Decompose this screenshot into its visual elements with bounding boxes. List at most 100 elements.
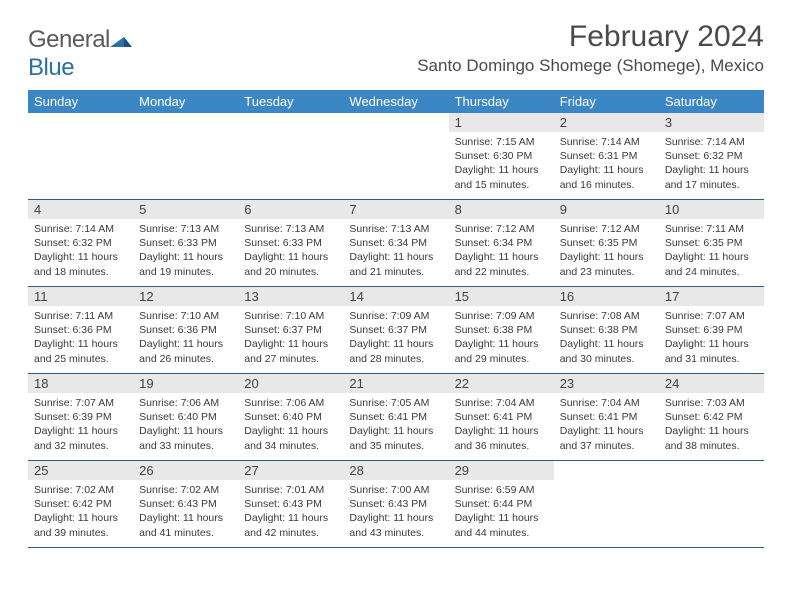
- day-number: 27: [238, 461, 343, 480]
- calendar-day: .: [238, 113, 343, 199]
- month-title: February 2024: [417, 20, 764, 54]
- day-details: Sunrise: 7:14 AMSunset: 6:32 PMDaylight:…: [659, 132, 764, 198]
- calendar-day: 3Sunrise: 7:14 AMSunset: 6:32 PMDaylight…: [659, 113, 764, 199]
- sunset-text: Sunset: 6:40 PM: [139, 410, 232, 424]
- sunset-text: Sunset: 6:43 PM: [139, 497, 232, 511]
- sunset-text: Sunset: 6:36 PM: [34, 323, 127, 337]
- daylight-text: Daylight: 11 hours and 38 minutes.: [665, 424, 758, 452]
- calendar-week: ....1Sunrise: 7:15 AMSunset: 6:30 PMDayl…: [28, 113, 764, 200]
- day-number: 12: [133, 287, 238, 306]
- day-number: 21: [343, 374, 448, 393]
- day-details: Sunrise: 7:02 AMSunset: 6:42 PMDaylight:…: [28, 480, 133, 546]
- sunrise-text: Sunrise: 7:03 AM: [665, 396, 758, 410]
- sunset-text: Sunset: 6:37 PM: [349, 323, 442, 337]
- calendar-day: .: [28, 113, 133, 199]
- calendar-day: 6Sunrise: 7:13 AMSunset: 6:33 PMDaylight…: [238, 200, 343, 286]
- calendar-day: 13Sunrise: 7:10 AMSunset: 6:37 PMDayligh…: [238, 287, 343, 373]
- weekday-header: Friday: [554, 90, 659, 113]
- sunrise-text: Sunrise: 7:09 AM: [349, 309, 442, 323]
- daylight-text: Daylight: 11 hours and 17 minutes.: [665, 163, 758, 191]
- sunset-text: Sunset: 6:40 PM: [244, 410, 337, 424]
- day-number: 7: [343, 200, 448, 219]
- day-details: Sunrise: 7:11 AMSunset: 6:36 PMDaylight:…: [28, 306, 133, 372]
- calendar-week: 4Sunrise: 7:14 AMSunset: 6:32 PMDaylight…: [28, 200, 764, 287]
- calendar-day: 28Sunrise: 7:00 AMSunset: 6:43 PMDayligh…: [343, 461, 448, 547]
- day-number: 9: [554, 200, 659, 219]
- sunrise-text: Sunrise: 7:12 AM: [455, 222, 548, 236]
- day-number: 13: [238, 287, 343, 306]
- weekday-header: Saturday: [659, 90, 764, 113]
- brand-name-part1: General: [28, 26, 110, 53]
- sunrise-text: Sunrise: 7:14 AM: [560, 135, 653, 149]
- day-details: Sunrise: 7:06 AMSunset: 6:40 PMDaylight:…: [238, 393, 343, 459]
- day-number: 1: [449, 113, 554, 132]
- day-number: 3: [659, 113, 764, 132]
- sunrise-text: Sunrise: 7:02 AM: [34, 483, 127, 497]
- daylight-text: Daylight: 11 hours and 35 minutes.: [349, 424, 442, 452]
- day-number: 4: [28, 200, 133, 219]
- day-number: 26: [133, 461, 238, 480]
- day-details: Sunrise: 7:14 AMSunset: 6:32 PMDaylight:…: [28, 219, 133, 285]
- calendar-day: 29Sunrise: 6:59 AMSunset: 6:44 PMDayligh…: [449, 461, 554, 547]
- daylight-text: Daylight: 11 hours and 15 minutes.: [455, 163, 548, 191]
- sunset-text: Sunset: 6:41 PM: [455, 410, 548, 424]
- sunset-text: Sunset: 6:34 PM: [455, 236, 548, 250]
- daylight-text: Daylight: 11 hours and 43 minutes.: [349, 511, 442, 539]
- sunset-text: Sunset: 6:33 PM: [139, 236, 232, 250]
- sunset-text: Sunset: 6:43 PM: [349, 497, 442, 511]
- calendar-day: 7Sunrise: 7:13 AMSunset: 6:34 PMDaylight…: [343, 200, 448, 286]
- daylight-text: Daylight: 11 hours and 27 minutes.: [244, 337, 337, 365]
- calendar-day: 17Sunrise: 7:07 AMSunset: 6:39 PMDayligh…: [659, 287, 764, 373]
- sunset-text: Sunset: 6:44 PM: [455, 497, 548, 511]
- daylight-text: Daylight: 11 hours and 41 minutes.: [139, 511, 232, 539]
- day-number: 10: [659, 200, 764, 219]
- calendar-week: 18Sunrise: 7:07 AMSunset: 6:39 PMDayligh…: [28, 374, 764, 461]
- day-number: 6: [238, 200, 343, 219]
- sunset-text: Sunset: 6:36 PM: [139, 323, 232, 337]
- daylight-text: Daylight: 11 hours and 26 minutes.: [139, 337, 232, 365]
- sunrise-text: Sunrise: 7:06 AM: [139, 396, 232, 410]
- sunset-text: Sunset: 6:30 PM: [455, 149, 548, 163]
- calendar-day: 11Sunrise: 7:11 AMSunset: 6:36 PMDayligh…: [28, 287, 133, 373]
- sunrise-text: Sunrise: 7:10 AM: [139, 309, 232, 323]
- daylight-text: Daylight: 11 hours and 23 minutes.: [560, 250, 653, 278]
- daylight-text: Daylight: 11 hours and 33 minutes.: [139, 424, 232, 452]
- day-number: 17: [659, 287, 764, 306]
- day-number: 24: [659, 374, 764, 393]
- day-details: Sunrise: 7:02 AMSunset: 6:43 PMDaylight:…: [133, 480, 238, 546]
- daylight-text: Daylight: 11 hours and 28 minutes.: [349, 337, 442, 365]
- weekday-header: Sunday: [28, 90, 133, 113]
- calendar-day: 18Sunrise: 7:07 AMSunset: 6:39 PMDayligh…: [28, 374, 133, 460]
- day-number: 15: [449, 287, 554, 306]
- calendar-day: 15Sunrise: 7:09 AMSunset: 6:38 PMDayligh…: [449, 287, 554, 373]
- calendar-day: 5Sunrise: 7:13 AMSunset: 6:33 PMDaylight…: [133, 200, 238, 286]
- day-details: Sunrise: 7:09 AMSunset: 6:38 PMDaylight:…: [449, 306, 554, 372]
- day-details: Sunrise: 7:03 AMSunset: 6:42 PMDaylight:…: [659, 393, 764, 459]
- calendar-day: 1Sunrise: 7:15 AMSunset: 6:30 PMDaylight…: [449, 113, 554, 199]
- day-number: 18: [28, 374, 133, 393]
- sunset-text: Sunset: 6:35 PM: [560, 236, 653, 250]
- sunset-text: Sunset: 6:32 PM: [665, 149, 758, 163]
- calendar-day: 21Sunrise: 7:05 AMSunset: 6:41 PMDayligh…: [343, 374, 448, 460]
- weekday-header: Tuesday: [238, 90, 343, 113]
- weekday-header: Monday: [133, 90, 238, 113]
- sunrise-text: Sunrise: 7:11 AM: [34, 309, 127, 323]
- calendar-day: 10Sunrise: 7:11 AMSunset: 6:35 PMDayligh…: [659, 200, 764, 286]
- sunset-text: Sunset: 6:43 PM: [244, 497, 337, 511]
- day-details: Sunrise: 6:59 AMSunset: 6:44 PMDaylight:…: [449, 480, 554, 546]
- sunrise-text: Sunrise: 7:02 AM: [139, 483, 232, 497]
- daylight-text: Daylight: 11 hours and 19 minutes.: [139, 250, 232, 278]
- day-details: Sunrise: 7:10 AMSunset: 6:37 PMDaylight:…: [238, 306, 343, 372]
- day-number: 28: [343, 461, 448, 480]
- day-details: Sunrise: 7:04 AMSunset: 6:41 PMDaylight:…: [449, 393, 554, 459]
- day-details: Sunrise: 7:08 AMSunset: 6:38 PMDaylight:…: [554, 306, 659, 372]
- day-details: Sunrise: 7:05 AMSunset: 6:41 PMDaylight:…: [343, 393, 448, 459]
- calendar-day: 26Sunrise: 7:02 AMSunset: 6:43 PMDayligh…: [133, 461, 238, 547]
- sunset-text: Sunset: 6:39 PM: [665, 323, 758, 337]
- day-details: Sunrise: 7:14 AMSunset: 6:31 PMDaylight:…: [554, 132, 659, 198]
- day-details: Sunrise: 7:15 AMSunset: 6:30 PMDaylight:…: [449, 132, 554, 198]
- day-details: Sunrise: 7:07 AMSunset: 6:39 PMDaylight:…: [28, 393, 133, 459]
- sunrise-text: Sunrise: 7:05 AM: [349, 396, 442, 410]
- sunset-text: Sunset: 6:37 PM: [244, 323, 337, 337]
- sunset-text: Sunset: 6:34 PM: [349, 236, 442, 250]
